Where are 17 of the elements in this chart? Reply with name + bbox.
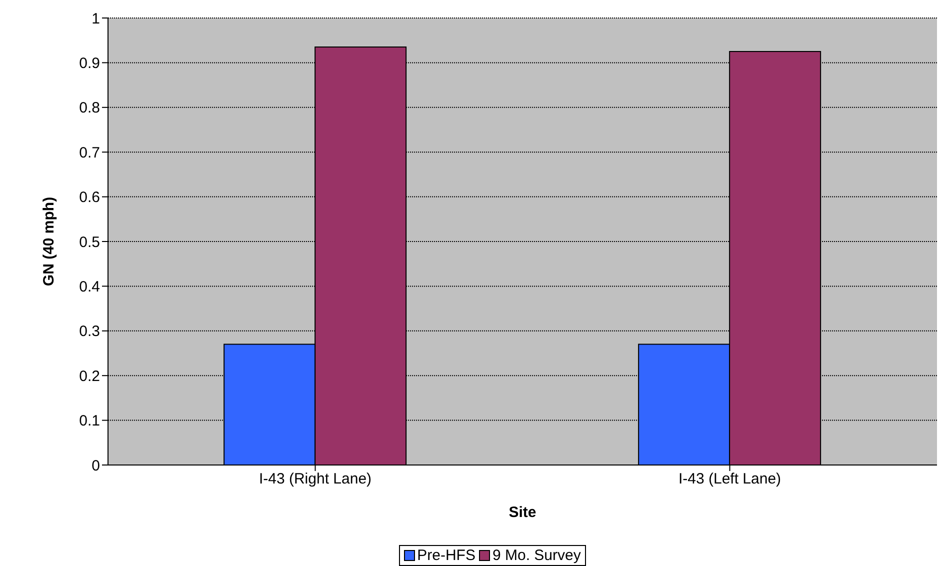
y-tick-label: 0.6 <box>79 189 100 206</box>
legend-label: Pre-HFS <box>416 547 476 564</box>
y-axis-title: GN (40 mph) <box>40 196 58 286</box>
y-tick-label: 0.8 <box>79 100 100 117</box>
x-tick-label: I-43 (Left Lane) <box>678 470 782 488</box>
y-tick-label: 0.5 <box>79 234 100 251</box>
y-tick-label: 0.7 <box>79 144 100 162</box>
x-tick-label: I-43 (Right Lane) <box>258 470 372 488</box>
y-tick-label: 0.3 <box>79 323 100 340</box>
y-tick-label: 0.2 <box>79 368 100 385</box>
y-tick-label: 0.9 <box>79 55 100 72</box>
legend-label: 9 Mo. Survey <box>491 547 581 564</box>
y-tick-label: 0 <box>92 457 100 474</box>
y-tick-label: 0.4 <box>79 278 100 296</box>
y-tick-label: 0.1 <box>79 412 100 430</box>
x-axis-title: Site <box>508 504 536 521</box>
y-tick-label: 1 <box>92 10 100 28</box>
